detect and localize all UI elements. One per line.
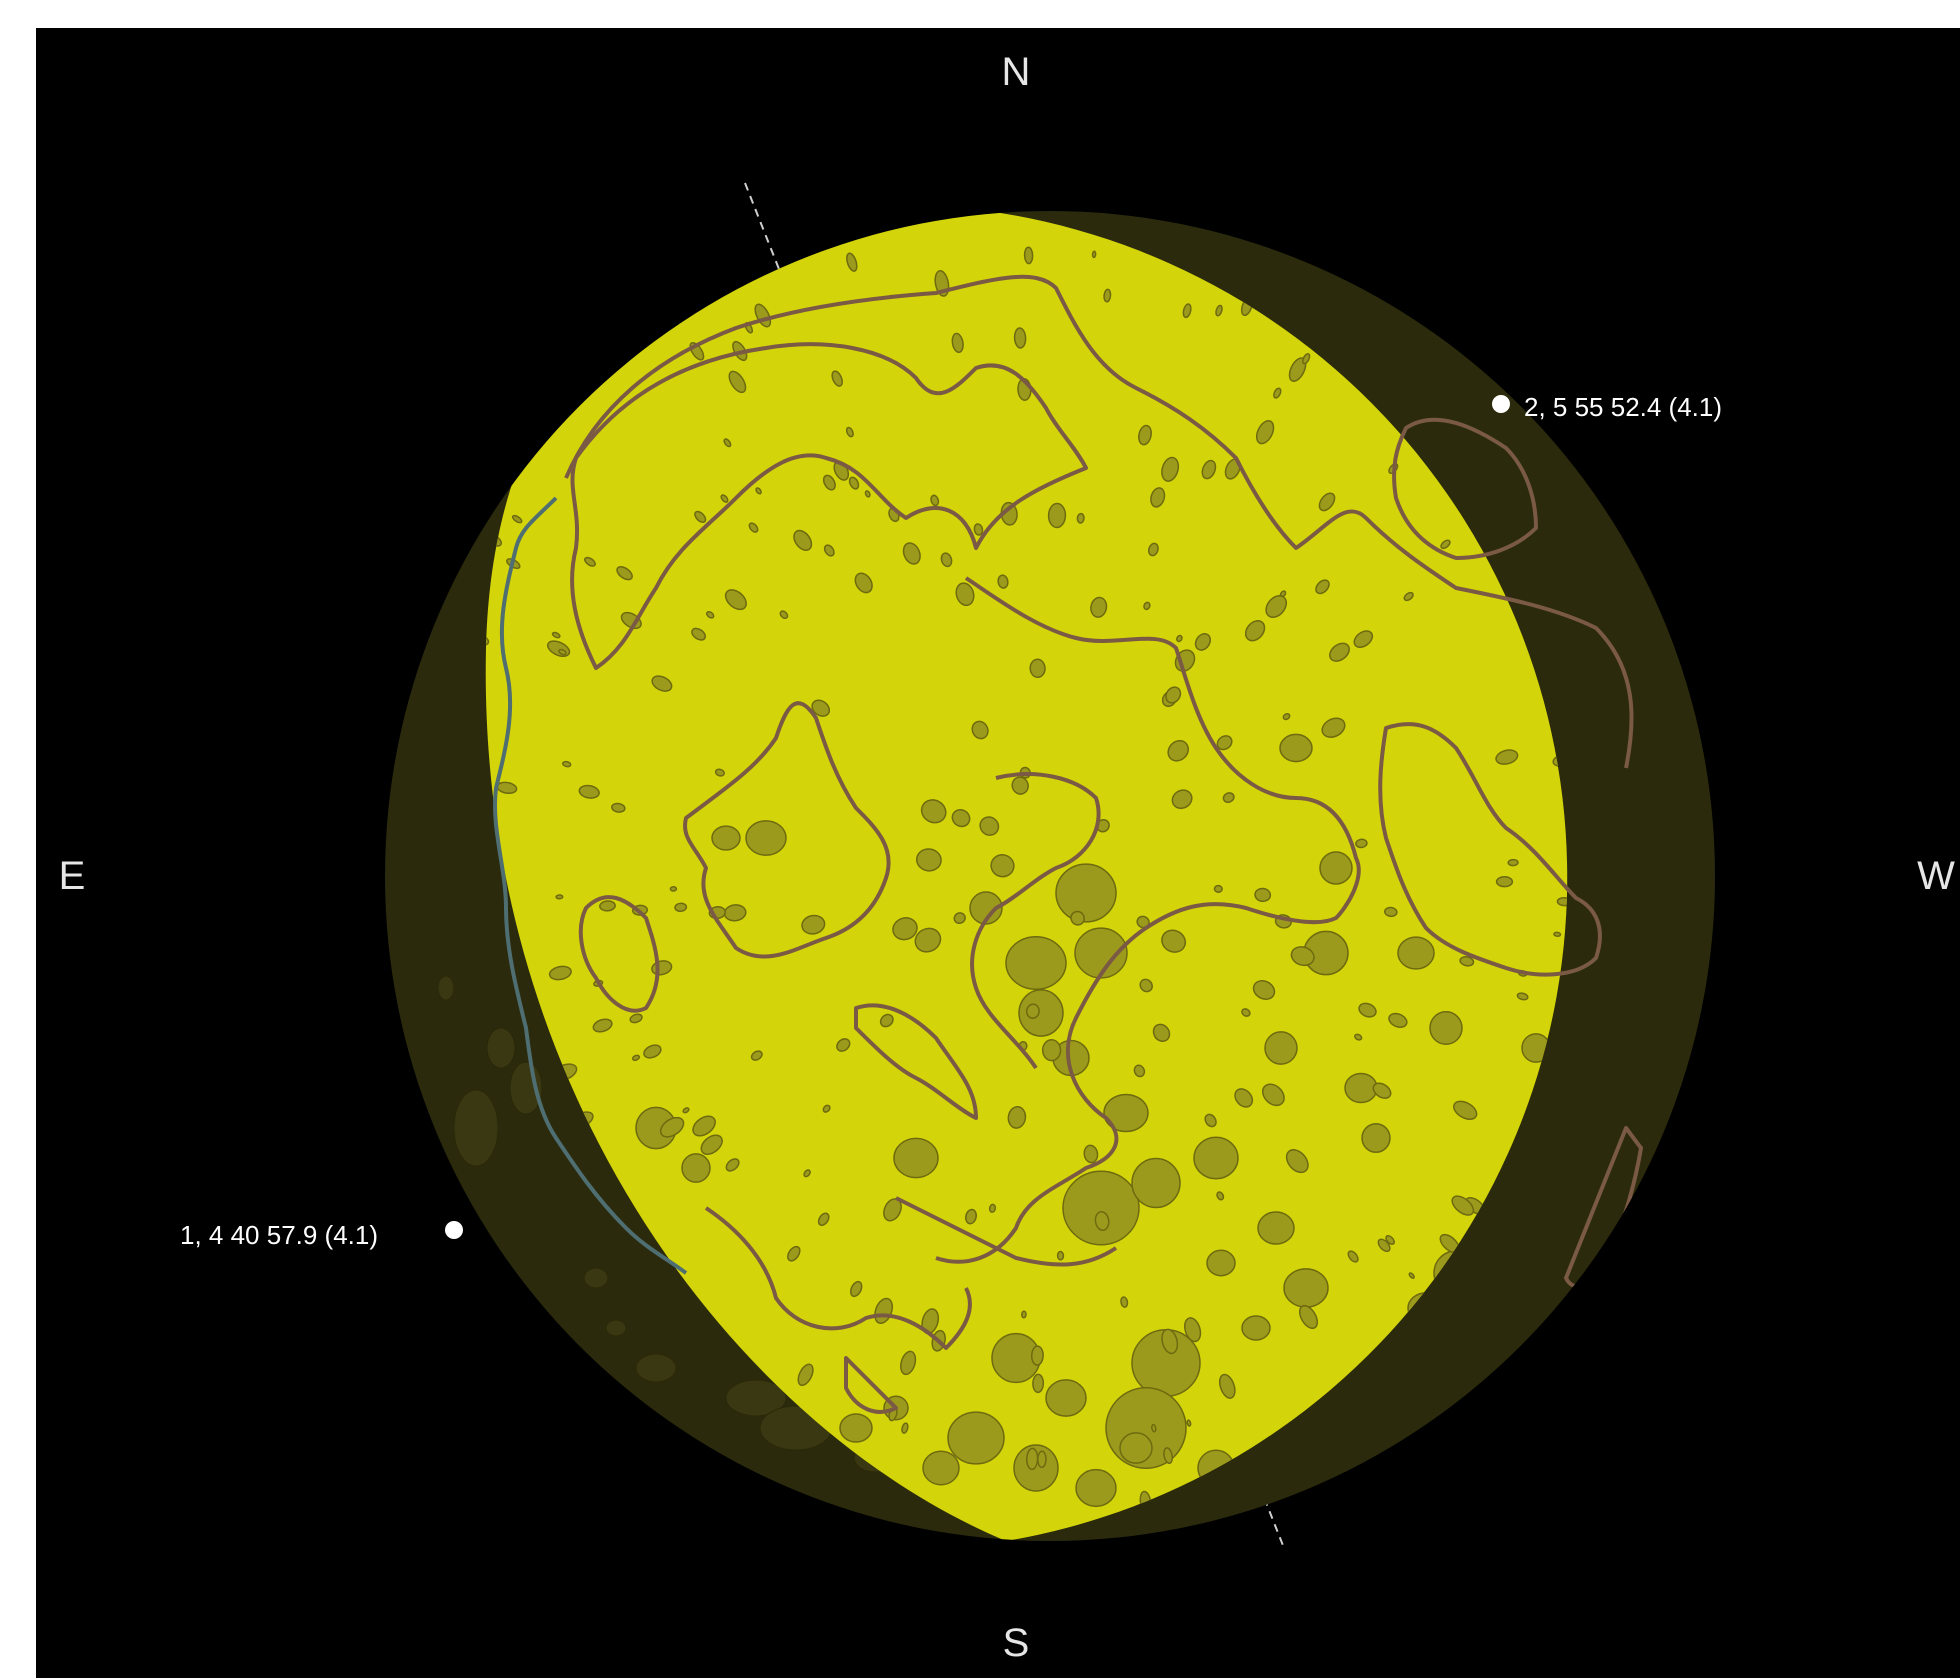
- mare-outlines: [564, 274, 1643, 1414]
- moon-lit-surface: [485, 211, 1567, 1541]
- lunar-occultation-view: N S E W 2, 5 55 52.4 (4.1) 1, 4 40 57.9 …: [36, 28, 1960, 1678]
- mare-north-outline: [564, 274, 1634, 769]
- compass-south: S: [1002, 1621, 1030, 1665]
- lit-side-craters: [485, 232, 1568, 1514]
- event-2-label: 2, 5 55 52.4 (4.1): [1524, 392, 1723, 422]
- compass-west: W: [1917, 854, 1955, 898]
- moon-diagram: [385, 182, 1715, 1549]
- compass-north: N: [1001, 50, 1031, 94]
- terminator-outline: [493, 496, 688, 1275]
- event-1-label: 1, 4 40 57.9 (4.1): [180, 1220, 379, 1250]
- compass-east: E: [58, 854, 86, 898]
